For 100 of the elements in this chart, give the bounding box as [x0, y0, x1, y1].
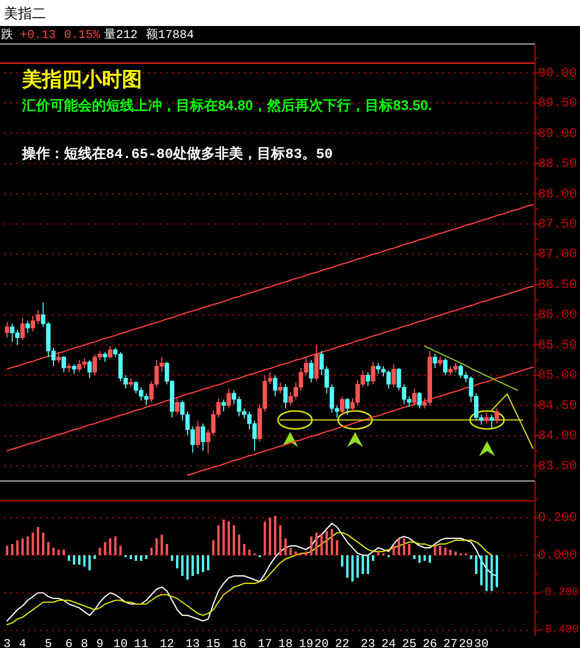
candlestick [200, 423, 206, 452]
bar [289, 548, 292, 556]
bar [78, 555, 80, 565]
candlestick [392, 364, 396, 388]
bar [68, 555, 70, 561]
text: 0.15% [64, 28, 101, 42]
bar [341, 555, 344, 567]
x-tick-label: 12 [160, 637, 174, 648]
y-tick-label: 88.50 [538, 156, 578, 172]
x-tick-label: 20 [314, 637, 329, 648]
x-tick-label: 18 [278, 637, 293, 648]
bar [32, 532, 34, 556]
line-series [424, 346, 518, 391]
x-tick-label: 15 [206, 637, 221, 648]
line-series [6, 204, 534, 370]
x-tick-label: 24 [381, 637, 396, 648]
bar [72, 555, 76, 565]
candlestick [370, 361, 376, 385]
y-tick-label: 86.50 [538, 276, 578, 292]
candlestick [175, 398, 180, 415]
text: 汇价可能会的短线上冲，目标在84.80，然后再次下行，目标83.50. [21, 97, 432, 113]
bar [424, 555, 426, 561]
bar [47, 542, 50, 556]
x-tick-label: 22 [334, 637, 350, 648]
bar [408, 544, 410, 556]
bar [94, 555, 96, 559]
candlestick [309, 360, 314, 383]
candlestick [345, 398, 350, 415]
candlestick [196, 420, 200, 448]
candlestick [102, 352, 108, 362]
candlestick [56, 352, 61, 364]
x-tick-label: 16 [232, 637, 246, 648]
y-tick-label: 85.00 [538, 368, 578, 383]
bar [470, 555, 472, 559]
x-tick-label: 26 [422, 637, 438, 648]
bar [480, 555, 483, 586]
x-tick-label: 11 [134, 637, 148, 648]
bar [11, 544, 14, 556]
bar [192, 555, 194, 576]
text: 美指二 [4, 5, 46, 21]
x-tick-label: 25 [402, 637, 416, 648]
candlestick [272, 374, 278, 397]
x-tick-label: 6 [65, 637, 73, 648]
text: +0.13 [20, 28, 56, 42]
bar [418, 555, 421, 563]
bar [155, 538, 158, 556]
y-tick-label: 0.200 [538, 510, 578, 526]
candlestick [417, 392, 422, 409]
y-tick-label: 85.50 [538, 337, 578, 352]
x-tick-label: 9 [96, 637, 104, 648]
line-series [6, 286, 534, 452]
y-tick-label: 83.50 [538, 458, 578, 474]
bar [160, 534, 163, 556]
y-tick-label: 84.00 [538, 428, 578, 444]
bar [346, 555, 349, 578]
x-tick-label: 4 [18, 637, 26, 648]
bar [222, 520, 225, 556]
bar [248, 550, 251, 556]
bar [304, 551, 308, 556]
x-tick-label: 23 [360, 637, 376, 648]
text: 跌 [1, 28, 13, 42]
candlestick [221, 398, 226, 412]
y-tick-label: 87.00 [538, 246, 578, 262]
bar [454, 551, 457, 556]
x-tick-label: 19 [298, 637, 314, 648]
bar [413, 555, 416, 559]
bar [42, 532, 44, 556]
bar [109, 538, 112, 556]
candlestick [108, 346, 112, 359]
candlestick [4, 321, 10, 338]
bar [196, 555, 199, 574]
annotation: 操作：短线在84.65-80处做多非美，目标83。50 [21, 145, 333, 163]
y-tick-label: -0.200 [538, 586, 580, 599]
x-tick-label: 3 [3, 637, 11, 648]
bar [438, 546, 442, 556]
bar [243, 544, 246, 556]
text: 额17884 [146, 27, 194, 42]
bar [392, 546, 395, 556]
bar [57, 550, 60, 556]
bar [134, 555, 138, 561]
bar [475, 555, 478, 574]
bar [114, 536, 117, 556]
candlestick [340, 396, 344, 415]
candlestick [87, 360, 92, 379]
candlestick [72, 364, 76, 374]
x-tick-label: 10 [113, 637, 128, 648]
bar [16, 540, 19, 556]
candlestick [412, 388, 417, 406]
line-series [186, 366, 534, 476]
bar [98, 548, 102, 556]
bar [212, 540, 214, 556]
candlestick [226, 388, 231, 409]
x-tick-label: 5 [44, 637, 52, 648]
y-tick-label: 87.50 [538, 216, 578, 232]
bar [228, 521, 230, 556]
bar [181, 555, 184, 576]
bar [428, 555, 431, 563]
bar [166, 544, 168, 556]
bar [264, 521, 266, 556]
bar [362, 555, 364, 574]
